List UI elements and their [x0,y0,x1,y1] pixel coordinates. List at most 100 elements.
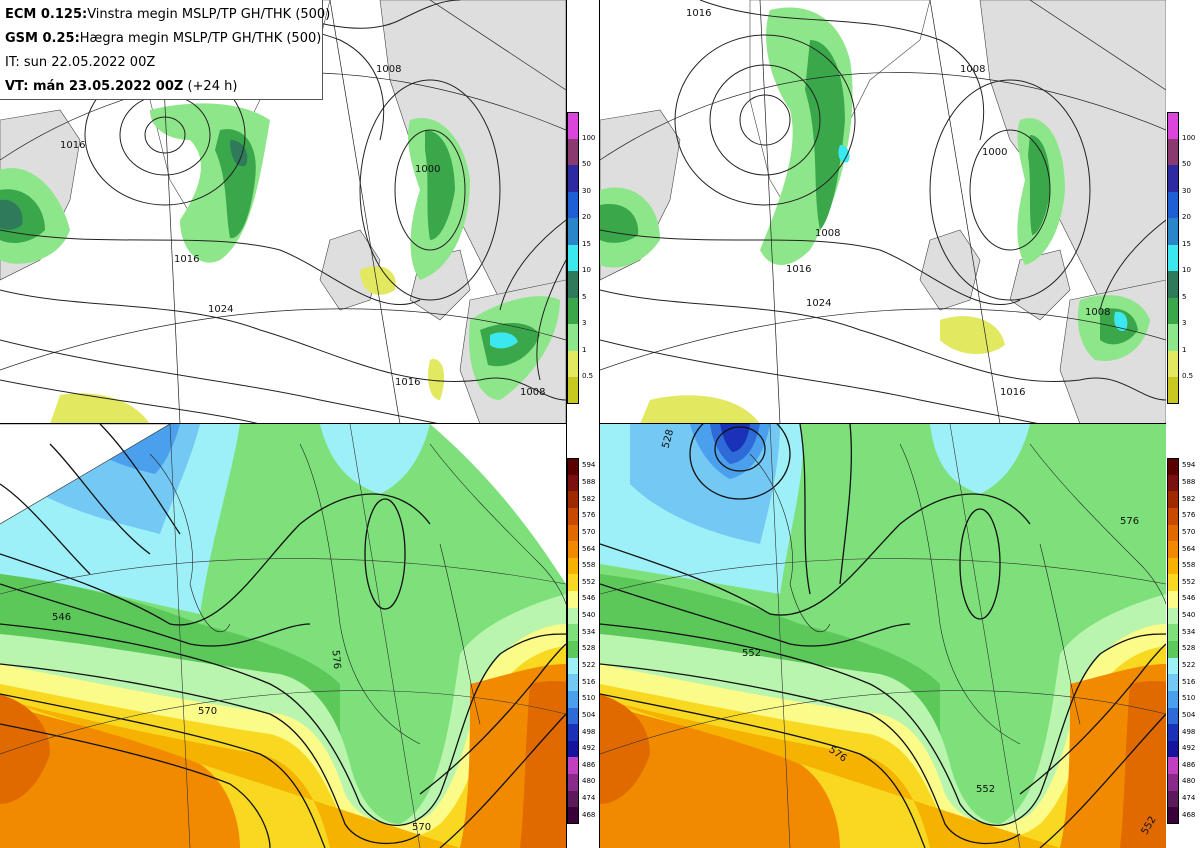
valid-time-label: VT: mán 23.05.2022 00Z [5,79,184,94]
colorbar-label: 15 [1182,239,1191,248]
colorbar-label: 20 [1182,213,1191,222]
colorbar-label: 468 [1182,810,1196,819]
colorbar-label: 576 [582,511,596,520]
title-line-valid-time: VT: mán 23.05.2022 00Z (+24 h) [5,75,317,99]
colorbar-label: 516 [1182,677,1196,686]
colorbar-label: 100 [582,133,596,142]
colorbar-label: 50 [582,160,591,169]
gsm-description: Hægra megin MSLP/TP GH/THK (500) [79,31,322,46]
colorbar-label: 498 [582,727,596,736]
precip-colorbar: 100 50 30 20 15 10 5 3 1 0.5 [567,112,599,405]
isobar-label: 1016 [174,254,199,265]
isobar-label: 1016 [1000,387,1025,398]
colorbar-label: 534 [582,627,596,636]
colorbar-label: 510 [1182,694,1196,703]
colorbar-label: 546 [1182,594,1196,603]
precip-colorbar: 100 50 30 20 15 10 5 3 1 0.5 [1167,112,1199,405]
colorbar-label: 3 [1182,319,1187,328]
colorbar-label: 582 [1182,494,1196,503]
panel-divider [599,0,600,848]
isobar-label: 1000 [415,164,440,175]
colorbar-label: 1 [1182,345,1187,354]
colorbar-label: 5 [582,292,587,301]
colorbar-label: 0.5 [582,372,594,381]
colorbar-label: 486 [1182,760,1196,769]
isobar-label: 1008 [960,64,985,75]
colorbar-label: 522 [1182,660,1196,669]
gsm-mslp-precip-map: 1016 1008 1000 1008 1016 1024 1016 1008 [600,0,1166,424]
colorbar-frame [567,458,579,824]
isobar-label: 1000 [982,147,1007,158]
isobar-label: 1024 [208,304,233,315]
colorbar-label: 15 [582,239,591,248]
colorbar-label: 20 [582,213,591,222]
ecm-thickness-map: 546 576 570 570 [0,424,566,848]
title-line-ecm: ECM 0.125:Vinstra megin MSLP/TP GH/THK (… [5,3,330,27]
isobar-label: 1016 [60,140,85,151]
colorbar-label: 576 [1182,511,1196,520]
colorbar-label: 516 [582,677,596,686]
colorbar-label: 1 [582,345,587,354]
colorbar-label: 486 [582,760,596,769]
gsm-thickness-map: 528 552 576 552 576 552 [600,424,1166,848]
colorbar-label: 504 [582,710,596,719]
colorbar-label: 558 [1182,561,1196,570]
colorbar-label: 534 [1182,627,1196,636]
colorbar-label: 558 [582,561,596,570]
title-line-init-time: IT: sun 22.05.2022 00Z [5,55,156,70]
thickness-colorbar: 594 588 582 576 570 564 558 552 546 540 534 528 522 5… [567,458,599,825]
colorbar-label: 492 [1182,744,1196,753]
contour-label: 546 [52,612,71,623]
colorbar-label: 564 [582,544,596,553]
panel-divider [566,0,567,848]
isobar-label: 1008 [815,228,840,239]
ecm-description: Vinstra megin MSLP/TP GH/THK (500) [87,7,331,22]
contour-label: 576 [329,650,342,670]
colorbar-label: 30 [582,186,591,195]
colorbar-label: 552 [582,577,596,586]
colorbar-label: 30 [1182,186,1191,195]
colorbar-label: 570 [582,527,596,536]
isobar-label: 1008 [376,64,401,75]
panel-divider [0,423,566,424]
colorbar-label: 3 [582,319,587,328]
isobar-label: 1008 [520,387,545,398]
colorbar-label: 546 [582,594,596,603]
isobar-label: 1016 [395,377,420,388]
ecm-model-label: ECM 0.125: [5,7,88,22]
colorbar-label: 100 [1182,133,1196,142]
contour-label: 570 [198,706,217,717]
lead-time: (+24 h) [183,79,238,94]
colorbar-label: 540 [582,611,596,620]
colorbar-frame [1167,458,1179,824]
colorbar-frame [1167,112,1179,404]
title-box: ECM 0.125:Vinstra megin MSLP/TP GH/THK (… [0,0,330,100]
panel-divider [600,423,1166,424]
isobar-label: 1008 [1085,307,1110,318]
title-line-gsm: GSM 0.25:Hægra megin MSLP/TP GH/THK (500… [5,27,321,51]
colorbar-label: 522 [582,660,596,669]
isobar-label: 1024 [806,298,831,309]
contour-label: 552 [742,648,761,659]
colorbar-label: 528 [1182,644,1196,653]
colorbar-label: 552 [1182,577,1196,586]
colorbar-label: 594 [582,461,596,470]
gsm-model-label: GSM 0.25: [5,31,80,46]
colorbar-label: 594 [1182,461,1196,470]
colorbar-label: 474 [1182,794,1196,803]
colorbar-label: 588 [582,477,596,486]
colorbar-label: 510 [582,694,596,703]
colorbar-label: 492 [582,744,596,753]
colorbar-label: 10 [582,266,591,275]
thickness-colorbar: 594 588 582 576 570 564 558 552 546 540 534 528 522 5… [1167,458,1199,825]
colorbar-label: 0.5 [1182,372,1194,381]
colorbar-label: 480 [1182,777,1196,786]
contour-label: 570 [412,822,431,833]
colorbar-label: 570 [1182,527,1196,536]
contour-label: 552 [976,784,995,795]
colorbar-label: 582 [582,494,596,503]
colorbar-label: 468 [582,810,596,819]
colorbar-label: 564 [1182,544,1196,553]
colorbar-label: 588 [1182,477,1196,486]
colorbar-label: 480 [582,777,596,786]
